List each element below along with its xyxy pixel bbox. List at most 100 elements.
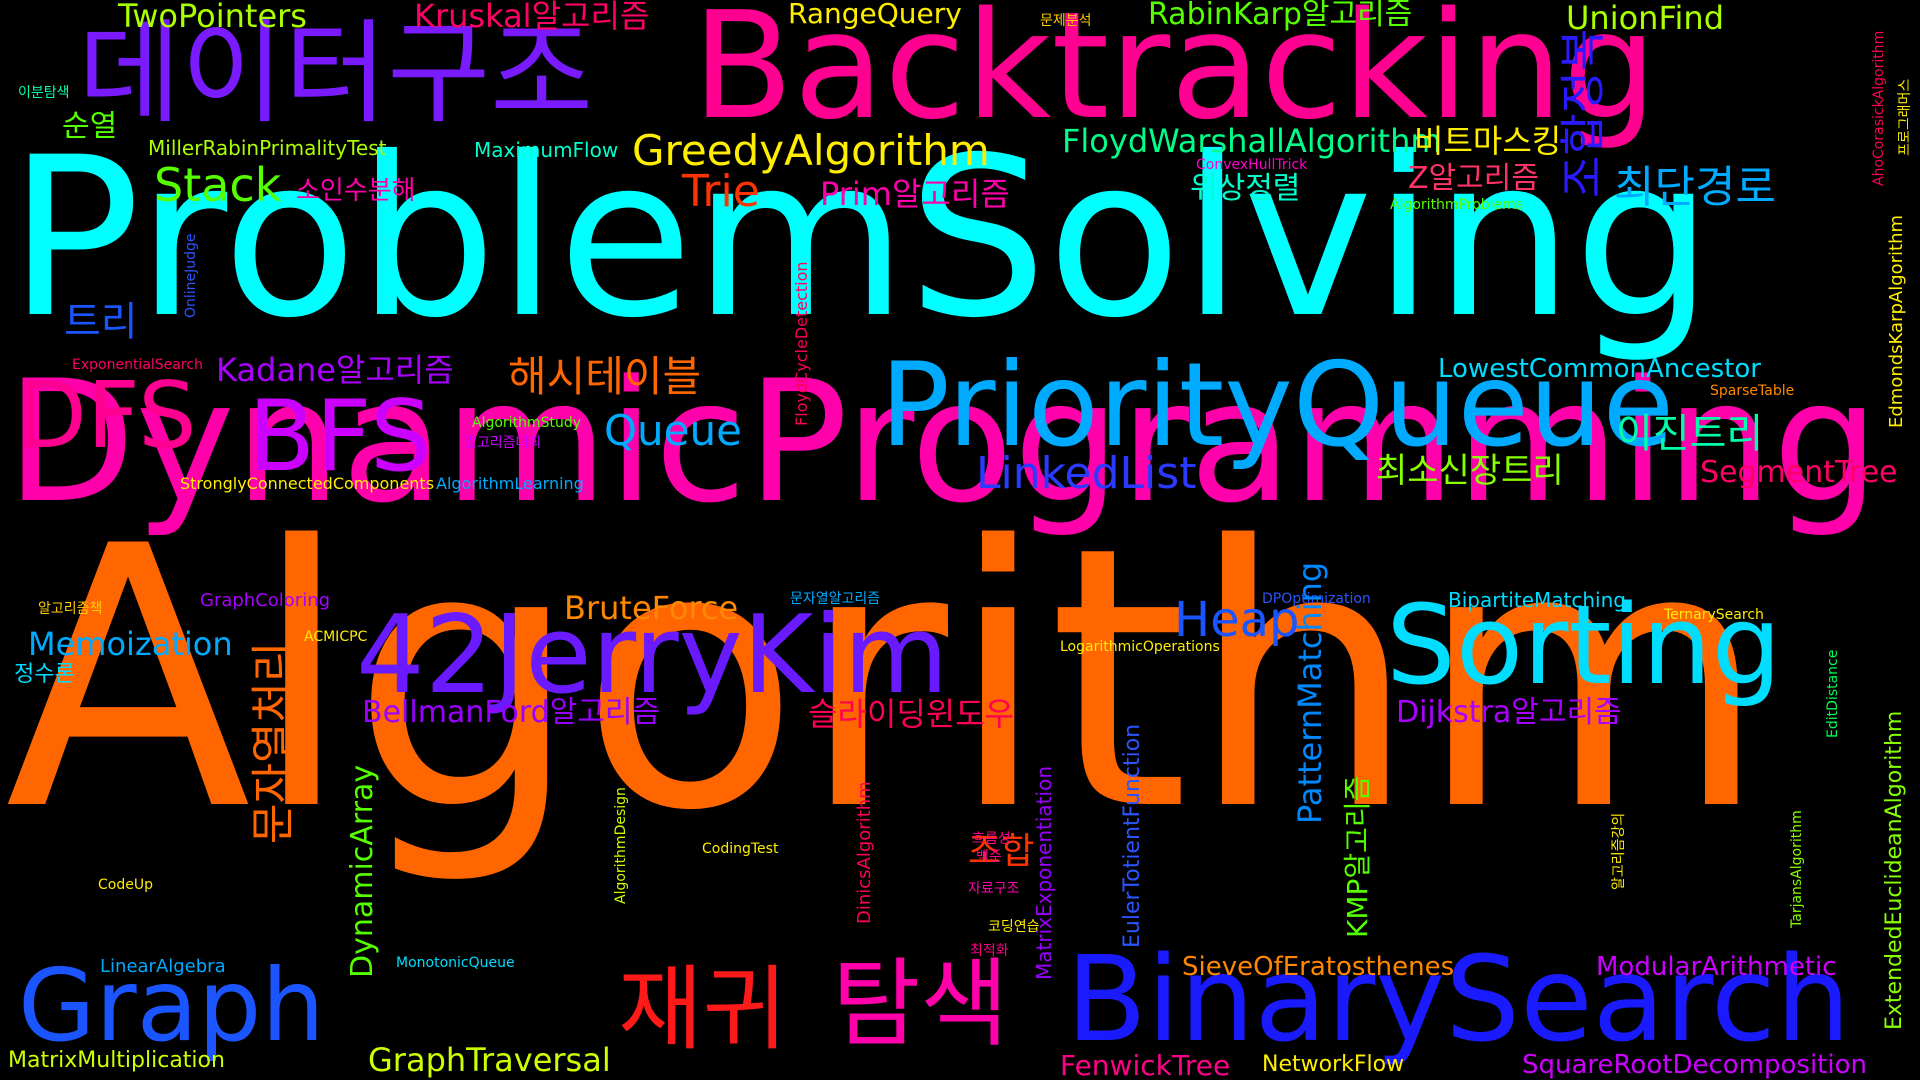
- word-bitmasking: 비트마스킹: [1414, 122, 1562, 160]
- word-baekjoon: 백준: [976, 849, 1002, 865]
- word-networkflow: NetworkFlow: [1262, 1052, 1405, 1077]
- word-stack: Stack: [154, 158, 282, 212]
- word-tarjans: TarjansAlgorithm: [1789, 810, 1805, 928]
- word-monotonic-queue: MonotonicQueue: [396, 955, 515, 971]
- word-flow: 흐름성: [972, 831, 1011, 847]
- word-topological-sort: 위상정렬: [1190, 171, 1301, 206]
- word-aho-corasick: AhoCorasickAlgorithm: [1871, 30, 1887, 186]
- word-sorting: Sorting: [1386, 581, 1782, 709]
- word-acmicpc: ACMICPC: [304, 629, 368, 645]
- word-dynamic-array: DynamicArray: [345, 764, 380, 978]
- word-euler-totient: EulerTotientFunction: [1120, 723, 1145, 948]
- word-pattern-matching: PatternMatching: [1291, 561, 1329, 824]
- word-coding-practice: 코딩연습: [988, 919, 1040, 935]
- word-algorithm-problems: AlgorithmProblems: [1390, 197, 1524, 213]
- word-dinics: DinicsAlgorithm: [854, 781, 875, 924]
- word-online-judge: OnlineJudge: [183, 233, 199, 318]
- word-modular-arithmetic: ModularArithmetic: [1596, 952, 1837, 982]
- word-string-processing: 문자열처리: [248, 641, 299, 844]
- word-dp-optimization: DPOptimization: [1262, 591, 1371, 607]
- word-kadane: Kadane알고리즘: [216, 351, 454, 389]
- word-problem-analysis: 문제분석: [1040, 13, 1092, 29]
- word-mst: 최소신장트리: [1376, 451, 1564, 491]
- word-codingtest: CodingTest: [702, 841, 779, 857]
- word-algorithm-lecture: 알고리즘강의: [1611, 812, 1627, 890]
- word-kmp: KMP알고리즘: [1341, 775, 1374, 938]
- word-bruteforce: BruteForce: [564, 589, 739, 627]
- word-sparsetable: SparseTable: [1710, 383, 1795, 399]
- word-linear-algebra: LinearAlgebra: [100, 956, 226, 977]
- word-logarithmic-operations: LogarithmicOperations: [1060, 639, 1220, 655]
- word-dijkstra: Dijkstra알고리즘: [1396, 695, 1622, 730]
- word-search: 탐색: [832, 948, 1009, 1060]
- word-maximumflow: MaximumFlow: [474, 138, 619, 162]
- word-edit-distance: EditDistance: [1825, 649, 1841, 738]
- word-linkedlist: LinkedList: [976, 448, 1197, 499]
- word-42jerrykim: 42JerryKim: [356, 593, 949, 718]
- word-binary-search-kr: 이분탐색: [18, 85, 70, 101]
- word-combination: 조합: [968, 831, 1035, 872]
- word-shortest-path: 최단경로: [1614, 162, 1776, 213]
- word-binary-tree: 이진트리: [1616, 411, 1764, 457]
- word-sieve: SieveOfEratosthenes: [1182, 952, 1455, 982]
- word-kruskal: Kruskal알고리즘: [414, 0, 650, 35]
- word-algorithm-contest: 알고리즘대회: [464, 435, 542, 451]
- word-unionfind: UnionFind: [1566, 0, 1725, 37]
- word-floydwarshall: FloydWarshallAlgorithm: [1062, 122, 1442, 160]
- word-algorithm-design: AlgorithmDesign: [613, 787, 629, 904]
- word-greedyalgorithm: GreedyAlgorithm: [632, 126, 990, 175]
- word-matrix-multiplication: MatrixMultiplication: [8, 1048, 225, 1073]
- word-permutation: 순열: [62, 109, 118, 144]
- word-algorithm-learning: AlgorithmLearning: [436, 474, 584, 493]
- word-dfs: DFS: [16, 362, 197, 469]
- word-memoization: Memoization: [28, 625, 233, 663]
- word-hashtable: 해시테이블: [508, 352, 702, 401]
- word-problemsolving: ProblemSolving: [8, 110, 1714, 366]
- word-programmers: 프로그래머스: [1897, 78, 1913, 156]
- word-graph-coloring: GraphColoring: [200, 590, 331, 611]
- word-divide-conquer: 조합정복: [1556, 28, 1610, 198]
- word-priorityqueue: PriorityQueue: [880, 338, 1674, 473]
- word-optimization: 최적화: [970, 943, 1009, 959]
- word-twopointers: TwoPointers: [118, 0, 307, 35]
- word-bellmanford: BellmanFord알고리즘: [362, 695, 661, 730]
- word-lca: LowestCommonAncestor: [1438, 354, 1761, 384]
- word-bipartite-matching: BipartiteMatching: [1448, 588, 1626, 612]
- word-z-algorithm: Z알고리즘: [1408, 161, 1539, 196]
- word-extended-euclidean: ExtendedEuclideanAlgorithm: [1882, 710, 1907, 1030]
- word-string-algorithm: 문자열알고리즘: [790, 591, 881, 607]
- word-codeup: CodeUp: [98, 877, 153, 893]
- word-floyd-cycle: FloydCycleDetection: [792, 261, 811, 426]
- word-dynamicprogramming: DynamicProgramming: [6, 344, 1880, 540]
- word-convexhulltrick: ConvexHullTrick: [1196, 157, 1308, 173]
- word-fenwicktree: FenwickTree: [1060, 1049, 1231, 1080]
- word-miller-rabin: MillerRabinPrimalityTest: [148, 136, 387, 160]
- word-prim: Prim알고리즘: [820, 175, 1010, 213]
- word-backtracking: Backtracking: [692, 0, 1657, 152]
- word-graph: Graph: [18, 947, 325, 1064]
- word-bfs: BFS: [248, 380, 433, 494]
- word-tree: 트리: [64, 299, 138, 345]
- word-trie: Trie: [682, 166, 760, 217]
- word-data-structure: 데이터구조: [78, 9, 594, 139]
- word-queue: Queue: [604, 406, 742, 455]
- word-algorithm-study: AlgorithmStudy: [472, 415, 581, 431]
- word-ternary-search: TernarySearch: [1664, 607, 1764, 623]
- word-sliding-window: 슬라이딩윈도우: [808, 695, 1015, 733]
- word-graph-traversal: GraphTraversal: [368, 1041, 611, 1079]
- word-rabinkarp: RabinKarp알고리즘: [1148, 0, 1413, 32]
- word-segmenttree: SegmentTree: [1700, 455, 1898, 490]
- word-algorithm: Algorithm: [5, 470, 1769, 889]
- word-prime-factorization: 소인수분해: [296, 176, 416, 206]
- word-recursion: 재귀: [618, 956, 788, 1063]
- word-edmonds-karp: EdmondsKarpAlgorithm: [1886, 214, 1907, 428]
- word-rangequery: RangeQuery: [788, 0, 962, 30]
- word-scc: StronglyConnectedComponents: [180, 474, 435, 493]
- word-binarysearch: BinarySearch: [1066, 930, 1851, 1068]
- word-algorithm-book: 알고리즘책: [38, 601, 103, 617]
- word-matrix-exponentiation: MatrixExponentiation: [1032, 766, 1056, 980]
- word-heap: Heap: [1174, 592, 1300, 648]
- word-data-structure-kr: 자료구조: [968, 881, 1020, 897]
- word-exponential-search: ExponentialSearch: [72, 357, 203, 373]
